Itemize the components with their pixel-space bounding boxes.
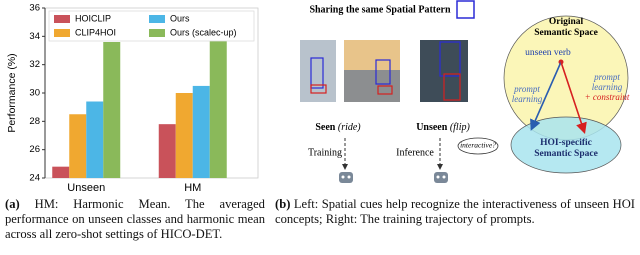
hoi-space [510, 116, 622, 174]
label-line: Semantic Space [534, 28, 598, 38]
caption-text: HM: Harmonic Mean. The averaged performa… [5, 197, 265, 241]
label-line: prompt [593, 72, 620, 82]
prompt-learning-label: prompt learning [512, 84, 543, 104]
unseen-label: Unseen (flip) [416, 122, 470, 133]
human-box [439, 41, 461, 77]
bar [86, 101, 104, 178]
legend-label: CLIP4HOI [75, 27, 116, 37]
speech-bubble [457, 137, 499, 155]
diagram: Sharing the same Spatial Pattern Seen (r… [300, 0, 630, 183]
caption-b: (b) Left: Spatial cues help recognize th… [275, 197, 635, 227]
label-line: prompt [513, 84, 540, 94]
legend-swatch [54, 29, 70, 37]
legend-swatch [149, 29, 165, 37]
y-tick-label: 24 [29, 173, 40, 184]
prompt-constraint-label: prompt learning + constraint [585, 72, 630, 102]
robot-icon [339, 172, 353, 183]
human-box [310, 57, 324, 89]
unseen-verb-label: unseen verb [525, 48, 571, 58]
hoi-space-label: HOI-specific Semantic Space [534, 138, 598, 159]
label-line: + constraint [585, 92, 630, 102]
y-tick-label: 32 [29, 59, 40, 70]
legend-label: Ours [170, 13, 190, 23]
object-box [310, 84, 327, 94]
seen-word: Seen [315, 122, 335, 133]
bar [158, 124, 176, 178]
bar [103, 42, 121, 178]
photo-sky [344, 40, 400, 70]
y-axis-label: Performance (%) [6, 53, 18, 132]
y-tick-label: 36 [29, 3, 40, 14]
legend-label: HOICLIP [75, 13, 111, 23]
label-line: learning [512, 94, 543, 104]
bubble-text: interactive? [460, 141, 496, 150]
human-box [375, 59, 391, 85]
inference-label: Inference [396, 147, 434, 158]
label-line: learning [592, 82, 623, 92]
bar-chart: 24 26 28 30 32 34 36 Performance (%) Unseen HM HOI… [6, 3, 259, 194]
legend-swatch [149, 15, 165, 23]
x-tick-label: Unseen [67, 182, 105, 194]
label-line: HOI-specific [540, 138, 592, 148]
bar [192, 85, 210, 178]
y-tick-label: 26 [29, 144, 40, 155]
object-box [377, 85, 393, 95]
training-label: Training [308, 147, 342, 158]
y-tick-label: 28 [29, 116, 40, 127]
bar [209, 20, 227, 178]
seen-verb: (ride) [338, 122, 361, 133]
y-tick-label: 34 [29, 31, 40, 42]
legend-swatch [54, 15, 70, 23]
seen-label: Seen (ride) [315, 122, 361, 133]
prompt-arrow [530, 61, 562, 131]
caption-label: (b) [275, 197, 291, 211]
unseen-word: Unseen [416, 122, 448, 133]
bar [69, 114, 87, 178]
photo-seen-1 [300, 40, 336, 102]
constraint-arrow [560, 61, 587, 135]
box-icon [456, 0, 475, 19]
bar [175, 93, 193, 178]
caption-label: (a) [5, 197, 20, 211]
diagram-title: Sharing the same Spatial Pattern [309, 4, 451, 15]
label-line: Original [549, 17, 584, 27]
unseen-verb: (flip) [450, 122, 471, 133]
caption-text: Left: Spatial cues help recognize the in… [275, 197, 635, 226]
object-box [443, 73, 461, 101]
label-line: Semantic Space [534, 149, 598, 159]
original-space-label: Original Semantic Space [534, 17, 598, 38]
bar [52, 166, 70, 178]
x-tick-label: HM [184, 182, 201, 194]
y-tick-label: 30 [29, 88, 40, 99]
legend-label: Ours (scalec-up) [170, 27, 237, 37]
caption-a: (a) HM: Harmonic Mean. The averaged perf… [5, 197, 265, 242]
robot-icon [434, 172, 448, 183]
